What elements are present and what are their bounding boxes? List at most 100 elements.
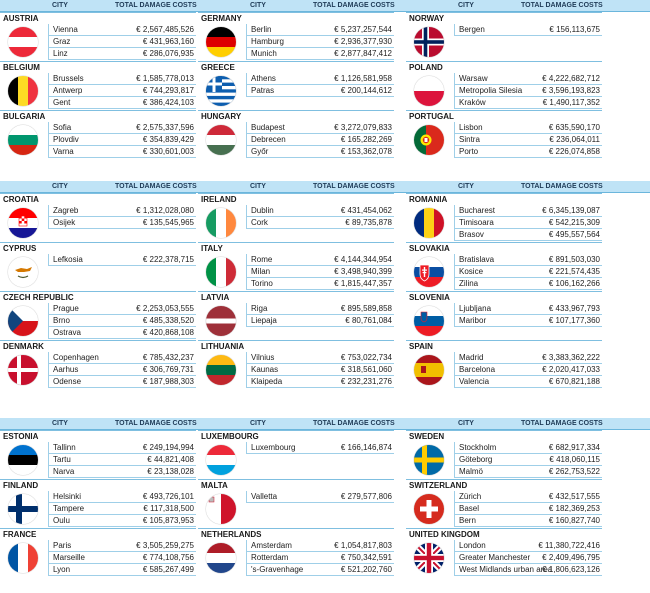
table-row: Linz € 286,076,935 <box>48 48 196 60</box>
table-row: Bergen € 156,113,675 <box>454 24 602 36</box>
city-name: Ostrava <box>53 328 82 337</box>
city-rows: Lisbon € 635,590,170 Sintra € 236,064,011 Po… <box>454 122 602 158</box>
city-name: Hamburg <box>251 37 284 46</box>
table-row: Ljubljana € 433,967,793 <box>454 303 602 315</box>
table-row: Barcelona € 2,020,417,033 <box>454 364 602 376</box>
country-name: LITHUANIA <box>201 342 245 351</box>
romania-flag <box>414 208 444 238</box>
city-name: Copenhagen <box>53 353 99 362</box>
table-row: Graz € 431,963,160 <box>48 36 196 48</box>
table-row: Helsinki € 493,726,101 <box>48 491 196 503</box>
table-header: CITY TOTAL DAMAGE COSTS CITY TOTAL DAMAGE C… <box>0 181 650 193</box>
table-row: Malmö € 262,753,522 <box>454 466 602 478</box>
damage-value: € 431,454,062 <box>340 206 392 215</box>
damage-value: € 774,108,756 <box>142 553 194 562</box>
damage-value: € 166,146,874 <box>340 443 392 452</box>
country-name: SLOVAKIA <box>409 244 450 253</box>
table-row: Marseille € 774,108,756 <box>48 552 196 564</box>
table-row: Brussels € 1,585,778,013 <box>48 73 196 85</box>
damage-value: € 3,272,079,833 <box>334 123 392 132</box>
table-row: Maribor € 107,177,360 <box>454 315 602 327</box>
damage-value: € 249,194,994 <box>142 443 194 452</box>
table-row: Torino € 1,815,447,357 <box>246 278 394 290</box>
country-name: NORWAY <box>409 14 445 23</box>
table-row: Madrid € 3,383,362,222 <box>454 352 602 364</box>
damage-value: € 433,967,793 <box>548 304 600 313</box>
country-section: SWITZERLAND Zürich € 432,517,555 Basel € 182… <box>406 479 602 529</box>
table-row: Kaunas € 318,561,060 <box>246 364 394 376</box>
city-name: Berlin <box>251 25 272 34</box>
country-section: SPAIN Madrid € 3,383,362,222 Barcelona € 2,0… <box>406 340 602 390</box>
country-section: PORTUGAL Lisbon € 635,590,170 Sintra € 236,0… <box>406 110 602 160</box>
damage-value: € 107,177,360 <box>548 316 600 325</box>
table-row: Zilina € 106,162,266 <box>454 278 602 290</box>
city-name: Bratislava <box>459 255 495 264</box>
damage-value: € 2,020,417,033 <box>542 365 600 374</box>
city-name: Sofia <box>53 123 72 132</box>
city-rows: Copenhagen € 785,432,237 Aarhus € 306,769,7… <box>48 352 196 388</box>
table-row: Gent € 386,424,103 <box>48 97 196 109</box>
table-row: Aarhus € 306,769,731 <box>48 364 196 376</box>
city-rows: Bratislava € 891,503,030 Kosice € 221,574,4… <box>454 254 602 290</box>
city-name: Zagreb <box>53 206 79 215</box>
table-row: Oulu € 105,873,953 <box>48 515 196 527</box>
header-city: CITY <box>250 2 266 9</box>
header-city: CITY <box>250 420 266 427</box>
italy-flag <box>206 257 236 287</box>
damage-value: € 80,761,084 <box>345 316 392 325</box>
city-name: Riga <box>251 304 268 313</box>
city-rows: Budapest € 3,272,079,833 Debrecen € 165,282… <box>246 122 394 158</box>
header-damage: TOTAL DAMAGE COSTS <box>313 2 395 9</box>
city-name: Varna <box>53 147 74 156</box>
hungary-flag <box>206 125 236 155</box>
country-name: LUXEMBOURG <box>201 432 259 441</box>
damage-value: € 232,231,276 <box>340 377 392 386</box>
city-name: 's-Gravenhage <box>251 565 304 574</box>
damage-value: € 135,545,965 <box>142 218 194 227</box>
table-row: Sofia € 2,575,337,596 <box>48 122 196 134</box>
city-name: Luxembourg <box>251 443 296 452</box>
damage-value: € 386,424,103 <box>142 98 194 107</box>
damage-value: € 420,868,108 <box>142 328 194 337</box>
table-row: Budapest € 3,272,079,833 <box>246 122 394 134</box>
header-damage: TOTAL DAMAGE COSTS <box>521 420 603 427</box>
table-row: Tartu € 44,821,408 <box>48 454 196 466</box>
city-name: Rome <box>251 255 273 264</box>
country-name: ROMANIA <box>409 195 448 204</box>
city-rows: Vilnius € 753,022,734 Kaunas € 318,561,060 K… <box>246 352 394 388</box>
czech-flag <box>8 306 38 336</box>
country-name: MALTA <box>201 481 228 490</box>
damage-value: € 236,064,011 <box>549 135 600 144</box>
damage-value: € 1,054,817,803 <box>334 541 392 550</box>
table-row: Valletta € 279,577,806 <box>246 491 394 503</box>
table-row: Brasov € 495,557,564 <box>454 229 602 241</box>
damage-value: € 670,821,188 <box>548 377 600 386</box>
header-damage: TOTAL DAMAGE COSTS <box>521 183 603 190</box>
table-row: Warsaw € 4,222,682,712 <box>454 73 602 85</box>
damage-value: € 354,839,429 <box>142 135 194 144</box>
table-header: CITY TOTAL DAMAGE COSTS CITY TOTAL DAMAGE C… <box>0 0 650 12</box>
table-row: Berlin € 5,237,257,544 <box>246 24 394 36</box>
table-row: Munich € 2,877,847,412 <box>246 48 394 60</box>
table-row: Sintra € 236,064,011 <box>454 134 602 146</box>
country-section: POLAND Warsaw € 4,222,682,712 Metropolia Si… <box>406 61 602 111</box>
city-rows: Brussels € 1,585,778,013 Antwerp € 744,293,… <box>48 73 196 109</box>
city-rows: Madrid € 3,383,362,222 Barcelona € 2,020,41… <box>454 352 602 388</box>
table-row: Amsterdam € 1,054,817,803 <box>246 540 394 552</box>
damage-value: € 1,815,447,357 <box>334 279 392 288</box>
country-section: DENMARK Copenhagen € 785,432,237 Aarhus € 30… <box>0 340 196 390</box>
city-name: Debrecen <box>251 135 286 144</box>
ireland-flag <box>206 208 236 238</box>
damage-value: € 153,362,078 <box>340 147 392 156</box>
table-row: Zagreb € 1,312,028,080 <box>48 205 196 217</box>
damage-value: € 1,126,581,958 <box>334 74 392 83</box>
table-row: Athens € 1,126,581,958 <box>246 73 394 85</box>
table-row: Bratislava € 891,503,030 <box>454 254 602 266</box>
city-rows: Vienna € 2,567,485,526 Graz € 431,963,160 Li… <box>48 24 196 60</box>
city-name: Amsterdam <box>251 541 292 550</box>
table-row: Cork € 89,735,878 <box>246 217 394 229</box>
damage-value: € 895,589,858 <box>340 304 392 313</box>
city-name: Stockholm <box>459 443 497 452</box>
city-name: Torino <box>251 279 273 288</box>
damage-value: € 156,113,675 <box>549 25 600 34</box>
